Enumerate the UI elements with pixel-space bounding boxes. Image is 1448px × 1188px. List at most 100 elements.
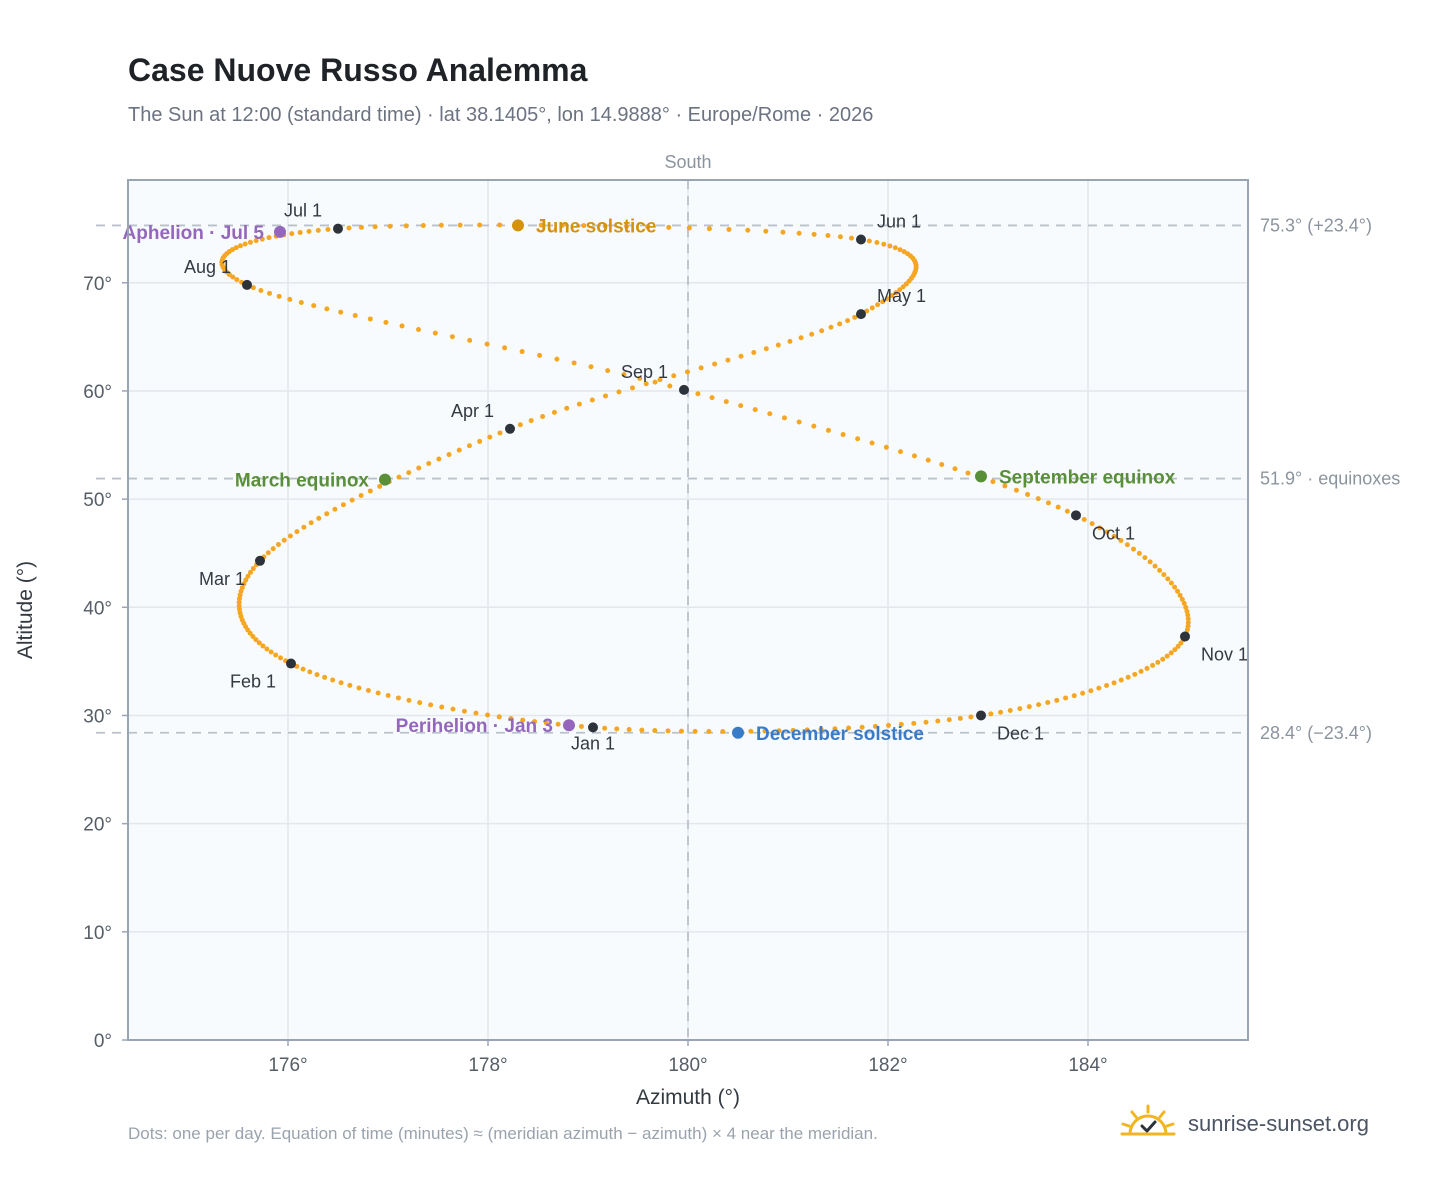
- daily-dot: [508, 715, 514, 721]
- daily-dot: [1089, 521, 1095, 527]
- daily-dot: [259, 236, 265, 242]
- daily-dot: [420, 223, 426, 229]
- daily-dot: [456, 447, 462, 453]
- daily-dot: [1136, 550, 1142, 556]
- daily-dot: [457, 222, 463, 228]
- daily-dot: [316, 515, 322, 521]
- daily-dot: [767, 411, 773, 417]
- reference-line-label: 28.4° (−23.4°): [1260, 723, 1372, 743]
- daily-dot: [358, 493, 364, 499]
- daily-dot: [1035, 496, 1041, 502]
- daily-dot: [346, 225, 352, 231]
- daily-dot: [467, 337, 473, 343]
- daily-dot: [1175, 588, 1181, 594]
- daily-dot: [684, 369, 690, 375]
- daily-dot: [230, 274, 236, 280]
- daily-dot: [706, 226, 712, 232]
- daily-dot: [416, 465, 422, 471]
- daily-dot: [298, 299, 304, 305]
- daily-dot: [385, 693, 391, 699]
- axis-ticks: 176° 178° 180° 182° 184° 0° 10° 20° 30° 40° 50° 60°…: [83, 274, 1107, 1076]
- daily-dot: [250, 285, 256, 291]
- daily-dot: [497, 430, 503, 436]
- daily-dot: [852, 314, 858, 320]
- daily-dot: [798, 335, 804, 341]
- daily-dot: [496, 714, 502, 720]
- daily-dot: [881, 241, 887, 247]
- daily-dot: [540, 413, 546, 419]
- month-label: Nov 1: [1201, 645, 1248, 665]
- month-marker: [505, 423, 515, 434]
- chart-title: Case Nuove Russo Analemma: [128, 52, 588, 88]
- daily-dot: [946, 717, 952, 723]
- daily-dot: [461, 708, 467, 714]
- daily-dot: [1007, 707, 1013, 713]
- daily-dot: [306, 228, 312, 234]
- month-marker: [679, 384, 689, 395]
- daily-dot: [671, 373, 677, 379]
- daily-dot: [1071, 693, 1077, 699]
- daily-dot: [226, 271, 232, 277]
- daily-dot: [1185, 616, 1191, 622]
- month-label: Sep 1: [621, 362, 668, 382]
- daily-dot: [1165, 576, 1171, 582]
- daily-dot: [436, 456, 442, 462]
- daily-dot: [589, 397, 595, 403]
- daily-dot: [723, 399, 729, 405]
- daily-dot: [289, 231, 295, 237]
- daily-dot: [825, 233, 831, 239]
- daily-dot: [241, 581, 247, 587]
- daily-dot: [720, 728, 726, 734]
- daily-dot: [1164, 653, 1170, 659]
- y-axis-label: Altitude (°): [14, 561, 37, 659]
- daily-dot: [875, 302, 881, 308]
- daily-dot: [666, 224, 672, 230]
- y-tick-label: 70°: [83, 274, 112, 295]
- daily-dot: [752, 407, 758, 413]
- daily-dot: [275, 542, 281, 548]
- daily-dot: [338, 309, 344, 315]
- daily-dot: [1111, 680, 1117, 686]
- month-label: Feb 1: [230, 672, 276, 692]
- daily-dot: [466, 443, 472, 449]
- daily-dot: [639, 727, 645, 733]
- month-label: Apr 1: [451, 401, 494, 421]
- y-tick-label: 0°: [94, 1031, 112, 1052]
- event-label: December solstice: [756, 724, 924, 745]
- daily-dot: [1175, 643, 1181, 649]
- daily-dot: [266, 235, 272, 241]
- daily-dot: [554, 356, 560, 362]
- month-marker: [856, 309, 866, 320]
- footnote: Dots: one per day. Equation of time (min…: [128, 1124, 878, 1143]
- daily-dot: [1013, 487, 1019, 493]
- daily-dot: [243, 577, 249, 583]
- brand-name: sunrise-sunset.org: [1188, 1111, 1369, 1136]
- daily-dot: [396, 474, 402, 480]
- daily-dot: [519, 349, 525, 355]
- daily-dot: [1097, 525, 1103, 531]
- month-label: Jul 1: [284, 201, 322, 221]
- month-marker: [286, 658, 296, 669]
- month-label: Jan 1: [571, 733, 615, 753]
- daily-dot: [796, 230, 802, 236]
- daily-dot: [1183, 604, 1189, 610]
- daily-dot: [268, 649, 274, 655]
- x-tick-label: 178°: [468, 1055, 507, 1076]
- daily-dot: [1036, 702, 1042, 708]
- daily-dot: [1178, 640, 1184, 646]
- daily-dot: [484, 341, 490, 347]
- daily-dot: [264, 646, 270, 652]
- brand-logo[interactable]: sunrise-sunset.org: [1120, 1102, 1369, 1146]
- daily-dot: [502, 345, 508, 351]
- daily-dot: [804, 727, 810, 733]
- daily-dot: [356, 685, 362, 691]
- daily-dot: [845, 318, 851, 324]
- daily-dot: [787, 338, 793, 344]
- daily-dot: [1160, 656, 1166, 662]
- daily-dot: [866, 238, 872, 244]
- daily-dot: [678, 728, 684, 734]
- daily-dot: [248, 569, 253, 575]
- daily-dot: [892, 245, 898, 251]
- daily-dot: [624, 223, 630, 229]
- daily-dot: [234, 277, 240, 283]
